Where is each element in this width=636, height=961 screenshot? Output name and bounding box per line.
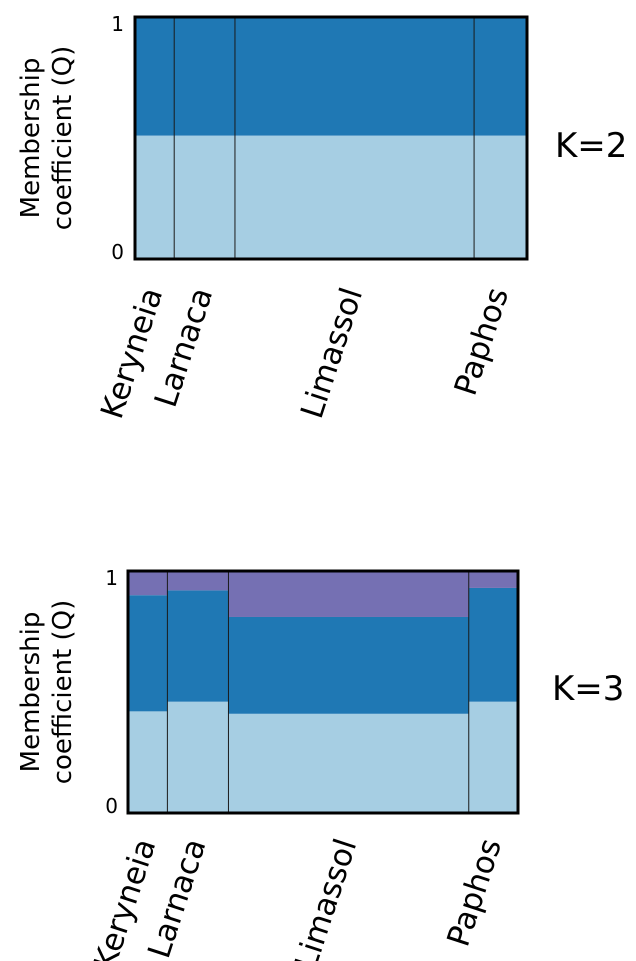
k-label: K=3	[552, 669, 624, 709]
bar-segment-limassol-cluster-3	[228, 571, 470, 617]
bar-segment-keryneia-cluster-2	[135, 17, 175, 136]
bar-segment-paphos-cluster-1	[474, 135, 528, 259]
population-label-paphos: Paphos	[448, 283, 516, 399]
population-label-limassol: Limassol	[288, 834, 364, 961]
y-axis-label-line2: coefficient (Q)	[48, 46, 78, 231]
bar-segment-keryneia-cluster-1	[128, 711, 168, 813]
bar-segment-limassol-cluster-1	[228, 713, 470, 813]
bar-segment-larnaca-cluster-2	[174, 17, 236, 136]
bar-segment-keryneia-cluster-2	[128, 595, 168, 712]
bars-group	[128, 571, 519, 813]
structure-plot-k2: 1 0 Membership coefficient (Q) K=2 Keryn…	[16, 12, 627, 423]
bar-segment-limassol-cluster-2	[234, 17, 475, 136]
bar-segment-larnaca-cluster-1	[167, 701, 229, 813]
population-label-paphos: Paphos	[441, 834, 509, 950]
bar-segment-paphos-cluster-3	[468, 571, 519, 588]
y-axis-label-line1: Membership	[16, 612, 46, 773]
bar-segment-larnaca-cluster-2	[167, 590, 229, 702]
bar-segment-paphos-cluster-1	[468, 701, 519, 813]
dividers-group	[173, 17, 475, 259]
y-axis-label-line2: coefficient (Q)	[48, 600, 78, 785]
plot-frame	[133, 15, 529, 261]
structure-plot-k3: 1 0 Membership coefficient (Q) K=3 Keryn…	[16, 566, 624, 961]
ytick-1: 1	[105, 566, 118, 590]
bars-group	[135, 17, 528, 259]
bar-segment-larnaca-cluster-1	[174, 135, 236, 259]
k-label: K=2	[555, 126, 627, 166]
bar-segment-larnaca-cluster-3	[167, 571, 229, 591]
plot-frame	[126, 569, 520, 815]
dividers-group	[166, 571, 470, 813]
bar-segment-limassol-cluster-1	[234, 135, 475, 259]
bar-segment-paphos-cluster-2	[468, 587, 519, 702]
bar-segment-keryneia-cluster-1	[135, 135, 175, 259]
ytick-0: 0	[105, 794, 118, 818]
bar-segment-limassol-cluster-2	[228, 616, 470, 714]
ytick-0: 0	[111, 240, 124, 264]
bar-segment-keryneia-cluster-3	[128, 571, 168, 596]
population-label-limassol: Limassol	[294, 283, 370, 422]
ytick-1: 1	[111, 12, 124, 36]
y-axis-label-line1: Membership	[16, 58, 46, 219]
bar-segment-paphos-cluster-2	[474, 17, 528, 136]
